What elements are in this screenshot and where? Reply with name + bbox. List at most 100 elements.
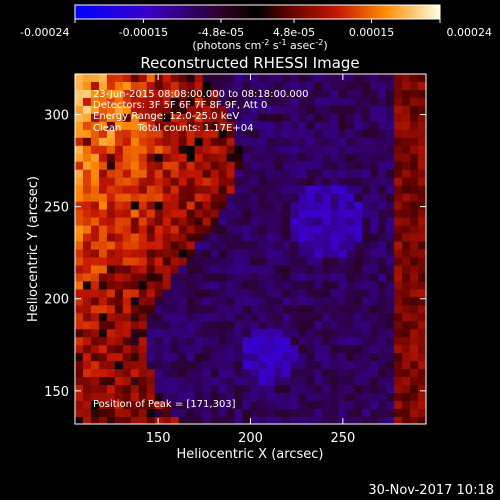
heatmap-cell [402,121,411,131]
heatmap-cell [306,241,315,251]
heatmap-cell [338,281,347,290]
heatmap-cell [186,281,196,290]
heatmap-cell [330,233,339,243]
heatmap-cell [290,393,299,402]
heatmap-cell [242,329,252,338]
heatmap-cell [370,209,379,219]
heatmap-cell [386,337,395,346]
heatmap-cell [114,209,124,219]
heatmap-cell [138,209,148,219]
heatmap-cell [330,305,339,314]
heatmap-cell [194,105,204,115]
heatmap-cell [114,281,124,290]
heatmap-cell [306,89,315,99]
heatmap-cell [242,417,252,424]
heatmap-cell [234,201,244,211]
heatmap-cell [106,393,116,402]
heatmap-cell [250,81,260,91]
heatmap-cell [394,337,403,346]
chart-title: Reconstructed RHESSI Image [140,54,359,72]
heatmap-cell [354,161,363,171]
heatmap-cell [330,161,339,171]
heatmap-cell [274,241,284,251]
heatmap-cell [338,81,347,91]
heatmap-cell [98,385,108,394]
heatmap-cell [218,281,228,290]
heatmap-cell [338,169,347,179]
heatmap-cell [282,105,291,115]
heatmap-cell [274,417,284,424]
heatmap-cell [114,297,124,306]
heatmap-cell [418,345,426,354]
heatmap-cell [266,345,276,354]
heatmap-cell [346,225,355,235]
heatmap-cell [178,265,188,275]
heatmap-cell [354,241,363,251]
heatmap-cell [154,74,164,83]
heatmap-cell [266,305,276,314]
heatmap-cell [386,105,395,115]
heatmap-cell [154,89,164,99]
heatmap-cell [258,105,268,115]
heatmap-cell [346,137,355,147]
heatmap-cell [114,305,124,314]
colorbar-tick-label: 4.8e-05 [273,26,315,39]
heatmap-cell [402,225,411,235]
heatmap-cell [122,401,132,410]
heatmap-cell [202,369,212,378]
heatmap-cell [322,313,331,322]
heatmap-cell [146,161,156,171]
heatmap-cell [146,209,156,219]
heatmap-cell [106,361,116,370]
heatmap-cell [82,361,92,370]
heatmap-cell [75,113,84,123]
heatmap-cell [114,161,124,171]
heatmap-cell [210,217,220,227]
heatmap-cell [410,297,419,306]
heatmap-cell [322,345,331,354]
heatmap-cell [258,417,268,424]
heatmap-cell [410,97,419,107]
heatmap-cell [290,177,299,187]
heatmap-cell [75,241,84,251]
heatmap-cell [322,321,331,330]
heatmap-cell [338,193,347,203]
heatmap-cell [306,369,315,378]
heatmap-cell [130,169,140,179]
heatmap-cell [338,177,347,187]
heatmap-cell [290,209,299,219]
heatmap-cell [218,393,228,402]
heatmap-cell [322,265,331,275]
heatmap-cell [410,145,419,155]
heatmap-cell [98,233,108,243]
heatmap-cell [346,81,355,91]
heatmap-cell [210,257,220,267]
heatmap-cell [386,273,395,283]
heatmap-cell [306,409,315,418]
heatmap-cell [274,177,284,187]
heatmap-cell [90,121,100,131]
heatmap-cell [402,401,411,410]
heatmap-cell [250,393,260,402]
heatmap-cell [418,265,426,275]
heatmap-cell [314,281,323,290]
heatmap-cell [122,113,132,123]
heatmap-cell [226,217,236,227]
heatmap-cell [354,297,363,306]
heatmap-cell [146,217,156,227]
heatmap-cell [122,97,132,107]
heatmap-cell [378,401,387,410]
heatmap-cell [386,193,395,203]
heatmap-cell [346,193,355,203]
heatmap-cell [370,233,379,243]
heatmap-cell [418,121,426,131]
heatmap-cell [394,409,403,418]
heatmap-cell [106,233,116,243]
heatmap-cell [226,201,236,211]
heatmap-cell [362,409,371,418]
heatmap-cell [114,353,124,362]
heatmap-cell [226,177,236,187]
heatmap-cell [202,177,212,187]
heatmap-cell [330,145,339,155]
heatmap-cell [106,177,116,187]
